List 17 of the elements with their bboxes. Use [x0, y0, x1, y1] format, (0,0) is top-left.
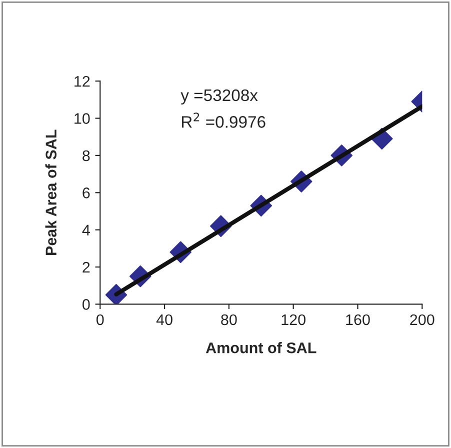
x-tick-label: 160	[346, 314, 370, 326]
y-tick-label: 6	[82, 188, 90, 198]
x-tick-label: 40	[156, 314, 172, 326]
y-tick-label: 4	[82, 224, 90, 236]
x-tick-label: 120	[282, 314, 306, 326]
x-tick-label: 0	[96, 314, 104, 326]
y-axis-title: Peak Area of SAL	[45, 130, 56, 256]
x-tick-label: 80	[221, 314, 237, 326]
y-tick-label: 0	[82, 299, 90, 310]
x-tick-label: 200	[410, 314, 434, 326]
x-axis-title: Amount of SAL	[206, 342, 316, 354]
y-tick-label: 8	[82, 150, 90, 162]
annotation: y =53208x	[180, 89, 258, 104]
y-tick-label: 10	[74, 113, 90, 124]
y-tick-label: 12	[74, 76, 90, 87]
y-tick-label: 2	[82, 262, 90, 273]
annotation: R$^{2}$ =0.9976	[182, 112, 266, 128]
